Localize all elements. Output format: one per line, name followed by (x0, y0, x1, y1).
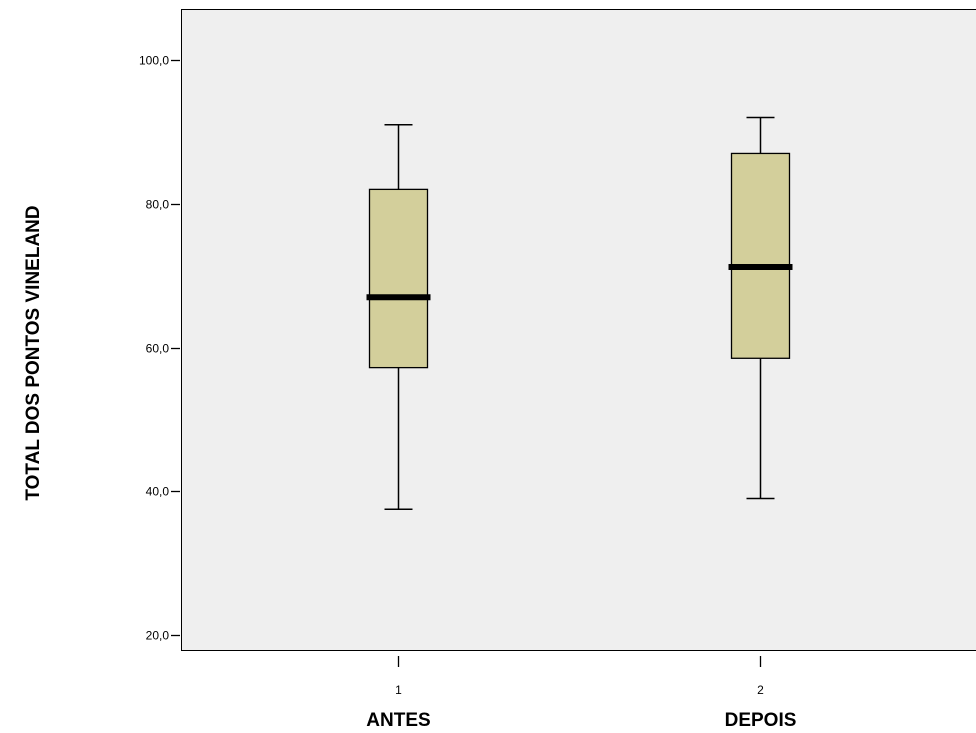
y-tick-label: 60,0 (146, 342, 170, 356)
plot-area (181, 9, 976, 651)
y-axis: 20,0 40,0 60,0 80,0 100,0 (139, 54, 180, 643)
x-tick-code: 2 (757, 683, 764, 697)
y-tick-label: 40,0 (146, 485, 170, 499)
y-axis-title: TOTAL DOS PONTOS VINELAND (23, 205, 44, 500)
x-axis: 1 ANTES 2 DEPOIS (366, 656, 796, 731)
y-tick-label: 80,0 (146, 198, 170, 212)
box-2 (728, 116, 793, 500)
iqr-box (730, 152, 791, 359)
x-tick-code: 1 (395, 683, 402, 697)
iqr-box (368, 188, 429, 369)
box-1 (366, 123, 431, 510)
y-tick-label: 100,0 (139, 54, 169, 68)
x-category-label: ANTES (366, 710, 430, 731)
y-tick-label: 20,0 (146, 629, 170, 643)
x-category-label: DEPOIS (725, 710, 797, 731)
boxes (366, 116, 793, 510)
